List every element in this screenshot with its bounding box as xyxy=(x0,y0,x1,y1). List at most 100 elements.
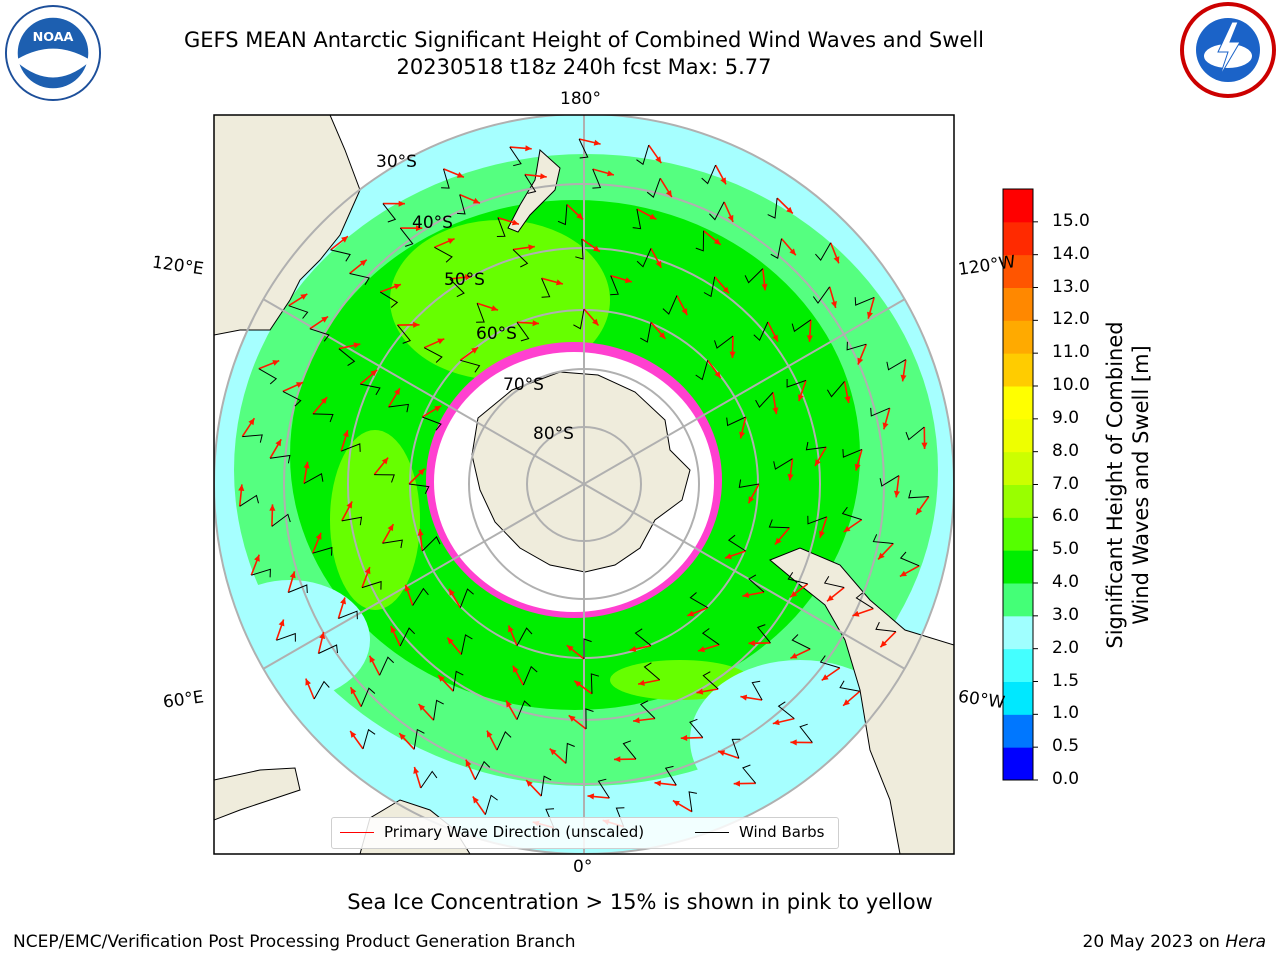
wave-band-5m-north xyxy=(390,220,610,380)
wave-arrow-head xyxy=(369,655,376,663)
wave-arrow-head xyxy=(305,678,311,686)
wind-barb xyxy=(524,174,537,194)
colorbar-tick-label: 1.0 xyxy=(1052,703,1080,724)
wave-arrow-head xyxy=(831,301,837,308)
wave-arrow-head xyxy=(359,259,367,267)
wind-barb xyxy=(312,546,333,556)
wave-arrow-head xyxy=(566,645,574,652)
wave-arrow-head xyxy=(340,597,346,605)
wind-barb xyxy=(239,494,259,507)
lat-label-60s: 60°S xyxy=(476,324,517,344)
wave-arrow-head xyxy=(659,332,666,339)
wind-barb xyxy=(839,680,860,692)
wind-barb xyxy=(714,335,734,349)
wave-arrow-head xyxy=(787,473,794,481)
wave-arrow-head xyxy=(790,591,798,598)
colorbar-tick-label: 5.0 xyxy=(1052,539,1080,560)
wind-barb xyxy=(496,731,512,751)
wind-barb xyxy=(242,434,263,443)
wave-arrow-head xyxy=(680,734,688,741)
wave-arrow-head xyxy=(447,637,454,645)
lat-label-70s: 70°S xyxy=(503,375,544,395)
wave-arrow-head xyxy=(341,236,348,243)
map-frame xyxy=(213,114,955,855)
wind-barb xyxy=(379,656,395,676)
wind-barb xyxy=(421,536,441,552)
wind-barb xyxy=(441,168,450,189)
wave-arrow-head xyxy=(506,700,512,708)
wind-barb xyxy=(791,319,812,333)
wind-barb xyxy=(846,341,867,351)
wave-arrow-head xyxy=(854,463,861,471)
wind-barb xyxy=(753,321,769,342)
colorbar-swatch xyxy=(1003,418,1033,453)
wave-arrow-head xyxy=(487,730,493,738)
wind-barb xyxy=(773,458,793,470)
wind-barb xyxy=(509,146,522,167)
wave-arrow-head xyxy=(364,567,371,575)
wind-barb xyxy=(854,296,875,306)
wind-barb xyxy=(643,662,661,681)
wind-barb xyxy=(360,687,376,707)
wave-arrow-head xyxy=(722,286,730,294)
wind-barb xyxy=(522,665,538,686)
legend-red-line xyxy=(340,832,374,833)
australia-land xyxy=(214,115,361,336)
wave-band-5m-west xyxy=(330,430,420,610)
wind-barb xyxy=(412,587,429,606)
wind-barb xyxy=(823,576,845,588)
footer-date-text: 20 May 2023 on xyxy=(1082,932,1226,952)
wave-arrow-head xyxy=(727,214,734,222)
wave-arrow-head xyxy=(413,767,420,774)
wave-arrow-head xyxy=(254,554,260,562)
wind-barb xyxy=(767,198,778,219)
wind-barb xyxy=(636,144,650,166)
wave-arrow-head xyxy=(681,308,688,316)
wind-barb xyxy=(434,246,453,263)
wave-arrow-head xyxy=(238,484,245,491)
wave-arrow-head xyxy=(827,595,834,602)
wind-barb xyxy=(382,539,403,549)
wind-barb xyxy=(695,230,705,252)
wave-arrow-head xyxy=(696,688,704,695)
wind-barb xyxy=(742,764,757,784)
wind-barb xyxy=(288,305,309,319)
wind-barb xyxy=(590,673,600,694)
wind-barb xyxy=(636,248,652,268)
wave-arrow-head xyxy=(786,206,793,214)
wind-barb xyxy=(251,568,271,578)
wave-arrow-head xyxy=(387,524,394,532)
wind-barb xyxy=(791,634,811,650)
wave-arrow-head xyxy=(574,680,582,687)
wave-arrow-head xyxy=(900,374,907,382)
wind-barb xyxy=(399,227,414,247)
colorbar-swatch xyxy=(1003,714,1033,748)
wind-barb xyxy=(516,322,530,342)
wave-arrow-head xyxy=(789,248,796,256)
wind-barb xyxy=(908,489,929,499)
wave-arrow-head xyxy=(390,626,397,634)
lat-label-40s: 40°S xyxy=(412,213,453,233)
wind-barb xyxy=(634,628,652,647)
wave-arrow-head xyxy=(526,780,533,787)
wave-arrow-head xyxy=(472,796,479,804)
wave-arrow-head xyxy=(353,342,361,349)
colorbar-tick-label: 0.0 xyxy=(1052,769,1080,789)
colorbar-tick-label: 1.5 xyxy=(1052,670,1080,691)
wave-arrow-head xyxy=(437,338,445,345)
legend-wave-label: Primary Wave Direction (unscaled) xyxy=(384,823,645,841)
wind-barb xyxy=(459,588,474,608)
wave-vectors xyxy=(238,138,930,829)
wave-arrow-head xyxy=(549,748,557,756)
lat-label-30s: 30°S xyxy=(376,152,417,172)
colorbar-swatch xyxy=(1003,451,1033,485)
wave-arrow-head xyxy=(525,145,532,152)
wind-barb xyxy=(413,728,425,750)
wind-barb xyxy=(541,278,551,298)
wind-barb xyxy=(875,621,896,633)
wind-barb xyxy=(826,381,845,398)
wave-arrow-head xyxy=(320,397,328,404)
wind-barb xyxy=(870,407,890,417)
colorbar-tick-label: 8.0 xyxy=(1052,440,1080,461)
